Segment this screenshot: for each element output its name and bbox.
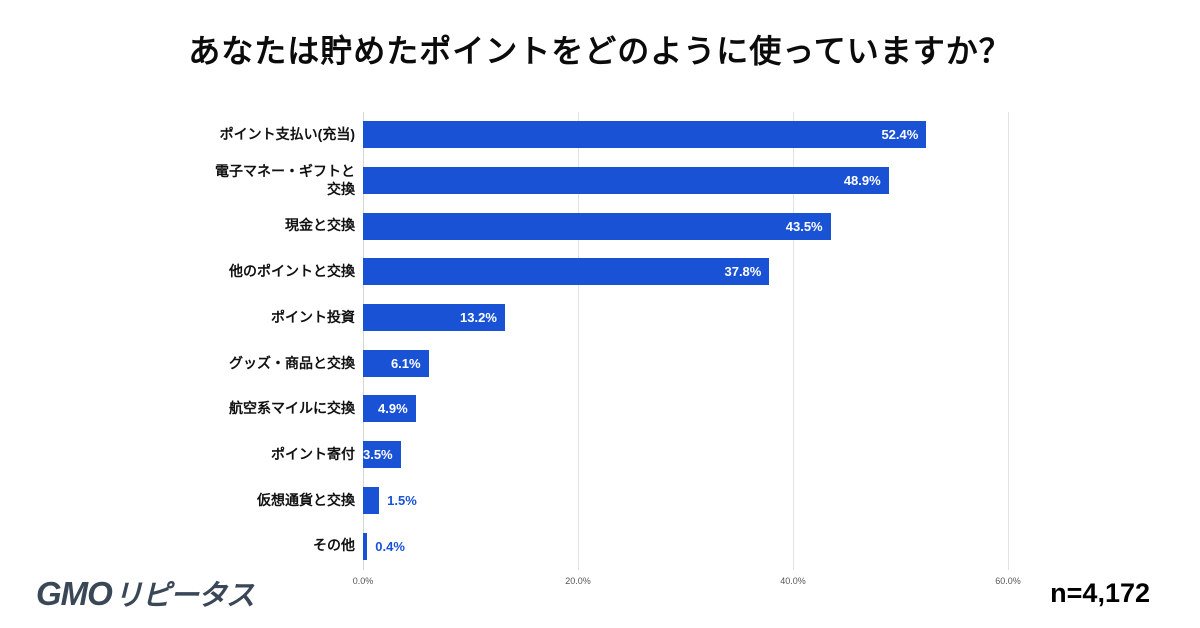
- x-axis: 0.0% 20.0% 40.0% 60.0%: [353, 576, 1021, 592]
- logo-brand-text: リピータス: [113, 580, 255, 612]
- category-label: 他のポイントと交換: [229, 263, 355, 280]
- value-label: 6.1%: [390, 355, 421, 371]
- bar-track: 52.4%: [363, 121, 1008, 149]
- value-label: 13.2%: [460, 310, 497, 326]
- sample-size-label: n=4,172: [1050, 578, 1150, 608]
- value-label: 52.4%: [881, 127, 919, 143]
- value-label: 48.9%: [843, 173, 881, 189]
- bar-row: 現金と交換 43.5%: [188, 203, 1013, 249]
- category-label: 航空系マイルに交換: [229, 400, 355, 417]
- value-label: 3.5%: [362, 447, 393, 463]
- bar-chart: ポイント支払い(充当) 52.4% 電子マネー・ギフトと 交換 48.9% 現金と交換 4…: [188, 112, 1021, 592]
- bar: [363, 486, 380, 514]
- bar-row: 電子マネー・ギフトと 交換 48.9%: [188, 158, 1013, 204]
- bar-track: 13.2%: [363, 304, 1008, 332]
- gridline: [1008, 112, 1009, 570]
- bar-row: ポイント支払い(充当) 52.4%: [188, 112, 1013, 158]
- bar: [363, 532, 368, 560]
- value-label: 1.5%: [387, 492, 417, 508]
- bar: [363, 441, 401, 469]
- bar: [363, 167, 889, 195]
- category-label: ポイント支払い(充当): [219, 126, 355, 143]
- x-axis-tick: 40.0%: [780, 576, 806, 586]
- category-label: 仮想通貨と交換: [257, 491, 355, 508]
- bar-row: ポイント寄付 3.5%: [188, 432, 1013, 478]
- bar-track: 3.5%: [362, 441, 1008, 469]
- bar: [363, 212, 831, 240]
- bar-track: 6.1%: [363, 349, 1008, 377]
- x-axis-tick: 20.0%: [565, 576, 591, 586]
- bar-row: 航空系マイルに交換 4.9%: [188, 386, 1013, 432]
- value-label: 0.4%: [375, 538, 405, 554]
- bar: [363, 121, 927, 149]
- value-label: 43.5%: [785, 218, 823, 234]
- gridline: [363, 112, 364, 570]
- bar-track: 48.9%: [363, 167, 1008, 195]
- value-label: 37.8%: [724, 264, 762, 280]
- bar-track: 4.9%: [363, 395, 1008, 423]
- bar-row: 他のポイントと交換 37.8%: [188, 249, 1013, 295]
- gmo-repeatas-logo: GMOリピータス: [36, 572, 255, 614]
- x-axis-tick: 0.0%: [352, 576, 374, 586]
- bar-track: 0.4%: [363, 532, 1008, 560]
- gridlines: [363, 112, 1009, 570]
- category-label: 現金と交換: [285, 217, 355, 234]
- category-label: ポイント寄付: [271, 445, 355, 462]
- bar: [363, 349, 429, 377]
- value-label: 4.9%: [378, 401, 408, 417]
- category-label: グッズ・商品と交換: [229, 354, 355, 371]
- bar-row: グッズ・商品と交換 6.1%: [188, 340, 1013, 386]
- bar-row: ポイント投資 13.2%: [188, 295, 1013, 341]
- logo-gmo-text: GMO: [36, 575, 113, 612]
- bar-rows: ポイント支払い(充当) 52.4% 電子マネー・ギフトと 交換 48.9% 現金と交換 4…: [188, 112, 1013, 569]
- bar: [363, 258, 770, 286]
- category-label: その他: [313, 537, 355, 554]
- category-label: ポイント投資: [271, 308, 355, 325]
- bar-row: その他 0.4%: [188, 523, 1013, 569]
- bar: [363, 395, 416, 423]
- bar-row: 仮想通貨と交換 1.5%: [188, 478, 1013, 524]
- bar: [363, 304, 505, 332]
- category-label: 電子マネー・ギフトと 交換: [215, 163, 355, 197]
- gridline: [793, 112, 794, 570]
- chart-title: あなたは貯めたポイントをどのように使っていますか？: [188, 33, 1012, 69]
- bar-track: 37.8%: [363, 258, 1008, 286]
- bar-track: 1.5%: [363, 486, 1008, 514]
- x-axis-tick: 60.0%: [995, 576, 1021, 586]
- gridline: [578, 112, 579, 570]
- bar-track: 43.5%: [363, 212, 1008, 240]
